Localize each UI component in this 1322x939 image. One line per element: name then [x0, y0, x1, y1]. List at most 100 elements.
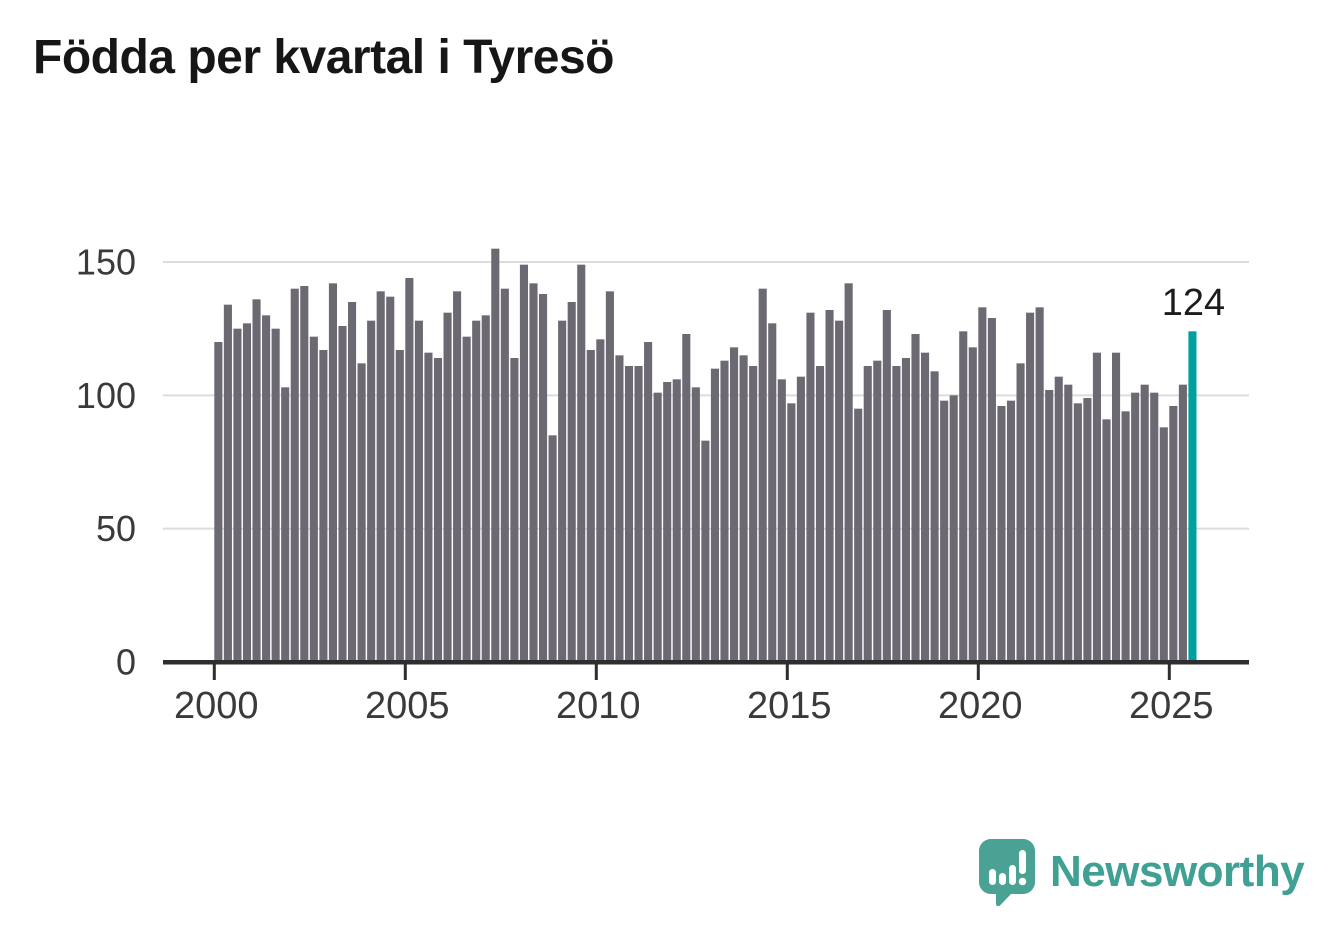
bar-2010-Q4 — [624, 366, 634, 662]
bar-2013-Q1 — [710, 368, 719, 662]
x-tick-label-2000: 2000 — [174, 685, 259, 727]
bar-2014-Q2 — [758, 288, 767, 662]
bar-2013-Q4 — [739, 355, 748, 662]
bar-2016-Q4 — [854, 408, 863, 662]
bar-2023-Q1 — [1092, 352, 1101, 662]
branding-name: Newsworthy — [1050, 847, 1305, 896]
bar-2009-Q1 — [558, 320, 567, 662]
newsworthy-speech-bubble-chart-icon — [979, 839, 1035, 906]
bar-2020-Q2 — [987, 318, 996, 662]
bar-2014-Q1 — [749, 366, 758, 662]
bar-2006-Q2 — [453, 291, 462, 662]
bar-2001-Q1 — [252, 299, 261, 662]
bar-2023-Q3 — [1112, 352, 1121, 662]
bar-2004-Q4 — [395, 350, 404, 662]
bar-2019-Q3 — [959, 331, 968, 662]
y-tick-label-0: 0 — [116, 642, 136, 683]
bar-2010-Q3 — [615, 355, 624, 662]
bar-2023-Q4 — [1121, 411, 1130, 662]
bar-2022-Q2 — [1064, 384, 1073, 662]
bar-2007-Q1 — [481, 315, 490, 662]
bar-2016-Q3 — [844, 283, 853, 662]
bar-2011-Q4 — [663, 382, 672, 662]
bar-2009-Q2 — [567, 302, 576, 662]
bar-2003-Q3 — [348, 302, 357, 662]
bar-2007-Q3 — [500, 288, 509, 662]
bar-2022-Q4 — [1083, 398, 1092, 662]
bar-2011-Q2 — [644, 342, 653, 662]
bar-2013-Q2 — [720, 360, 729, 662]
bar-2018-Q1 — [901, 358, 910, 662]
highlighted-bar-2025-Q3 — [1188, 331, 1197, 662]
bar-2025-Q1 — [1169, 406, 1178, 662]
bar-2005-Q3 — [424, 352, 433, 662]
bar-2024-Q3 — [1150, 392, 1159, 662]
bar-2004-Q2 — [376, 291, 385, 662]
x-tick-label-2015: 2015 — [747, 685, 832, 727]
bar-2024-Q2 — [1140, 384, 1149, 662]
bar-2012-Q1 — [672, 379, 681, 662]
bar-2018-Q4 — [930, 371, 939, 662]
bar-2003-Q4 — [357, 363, 366, 662]
bar-2019-Q2 — [949, 395, 958, 662]
bar-2003-Q2 — [338, 326, 347, 662]
x-tick-label-2005: 2005 — [365, 685, 450, 727]
bar-2007-Q4 — [510, 358, 519, 662]
bar-2021-Q2 — [1026, 312, 1035, 662]
bar-2000-Q4 — [242, 323, 252, 662]
bar-2016-Q2 — [835, 320, 844, 662]
bar-2014-Q4 — [777, 379, 786, 662]
bar-2005-Q1 — [405, 278, 414, 662]
bar-2009-Q4 — [586, 350, 595, 662]
bar-2025-Q2 — [1178, 384, 1187, 662]
bar-2015-Q1 — [787, 403, 796, 662]
bar-2000-Q2 — [223, 304, 232, 662]
bar-2024-Q1 — [1131, 392, 1140, 662]
bar-2011-Q3 — [653, 392, 662, 662]
bar-2012-Q4 — [701, 440, 710, 662]
bar-2018-Q2 — [911, 334, 920, 662]
bar-2000-Q1 — [214, 342, 223, 662]
bar-2005-Q4 — [433, 358, 443, 662]
y-tick-label-100: 100 — [76, 375, 136, 416]
bar-2019-Q4 — [968, 347, 977, 662]
bar-2006-Q1 — [443, 312, 452, 662]
highlight-value-label: 124 — [1162, 282, 1225, 324]
bar-2002-Q1 — [290, 288, 299, 662]
bar-2022-Q1 — [1054, 376, 1063, 662]
bar-2013-Q3 — [730, 347, 739, 662]
x-tick-label-2025: 2025 — [1129, 685, 1214, 727]
y-tick-label-50: 50 — [96, 508, 136, 549]
bar-2017-Q4 — [892, 366, 901, 662]
bar-2011-Q1 — [634, 366, 643, 662]
bar-2012-Q2 — [682, 334, 691, 662]
y-tick-label-150: 150 — [76, 242, 136, 283]
bar-2015-Q4 — [815, 366, 825, 662]
bar-2015-Q2 — [796, 376, 805, 662]
x-tick-label-2010: 2010 — [556, 685, 641, 727]
bar-2024-Q4 — [1159, 427, 1168, 662]
bar-2020-Q3 — [997, 406, 1006, 662]
bar-2021-Q1 — [1016, 363, 1025, 662]
bar-2016-Q1 — [825, 310, 834, 662]
bar-2009-Q3 — [577, 264, 586, 662]
bar-2008-Q4 — [548, 435, 557, 662]
bar-2003-Q1 — [328, 283, 337, 662]
bar-2012-Q3 — [691, 387, 700, 662]
bar-2022-Q3 — [1073, 403, 1082, 662]
bar-2020-Q4 — [1006, 400, 1016, 662]
bar-2023-Q2 — [1102, 419, 1111, 662]
bar-2005-Q2 — [414, 320, 423, 662]
bar-2007-Q2 — [491, 248, 500, 663]
x-axis-line — [163, 660, 1249, 665]
bar-2019-Q1 — [940, 400, 949, 662]
bar-2020-Q1 — [978, 307, 987, 662]
chart-title: Födda per kvartal i Tyresö — [33, 31, 614, 84]
bar-2002-Q3 — [309, 336, 318, 662]
bar-2002-Q4 — [319, 350, 328, 662]
branding: Newsworthy — [978, 838, 1305, 906]
bar-2004-Q3 — [386, 296, 395, 662]
bar-2010-Q2 — [605, 291, 614, 662]
x-tick-label-2020: 2020 — [938, 685, 1023, 727]
